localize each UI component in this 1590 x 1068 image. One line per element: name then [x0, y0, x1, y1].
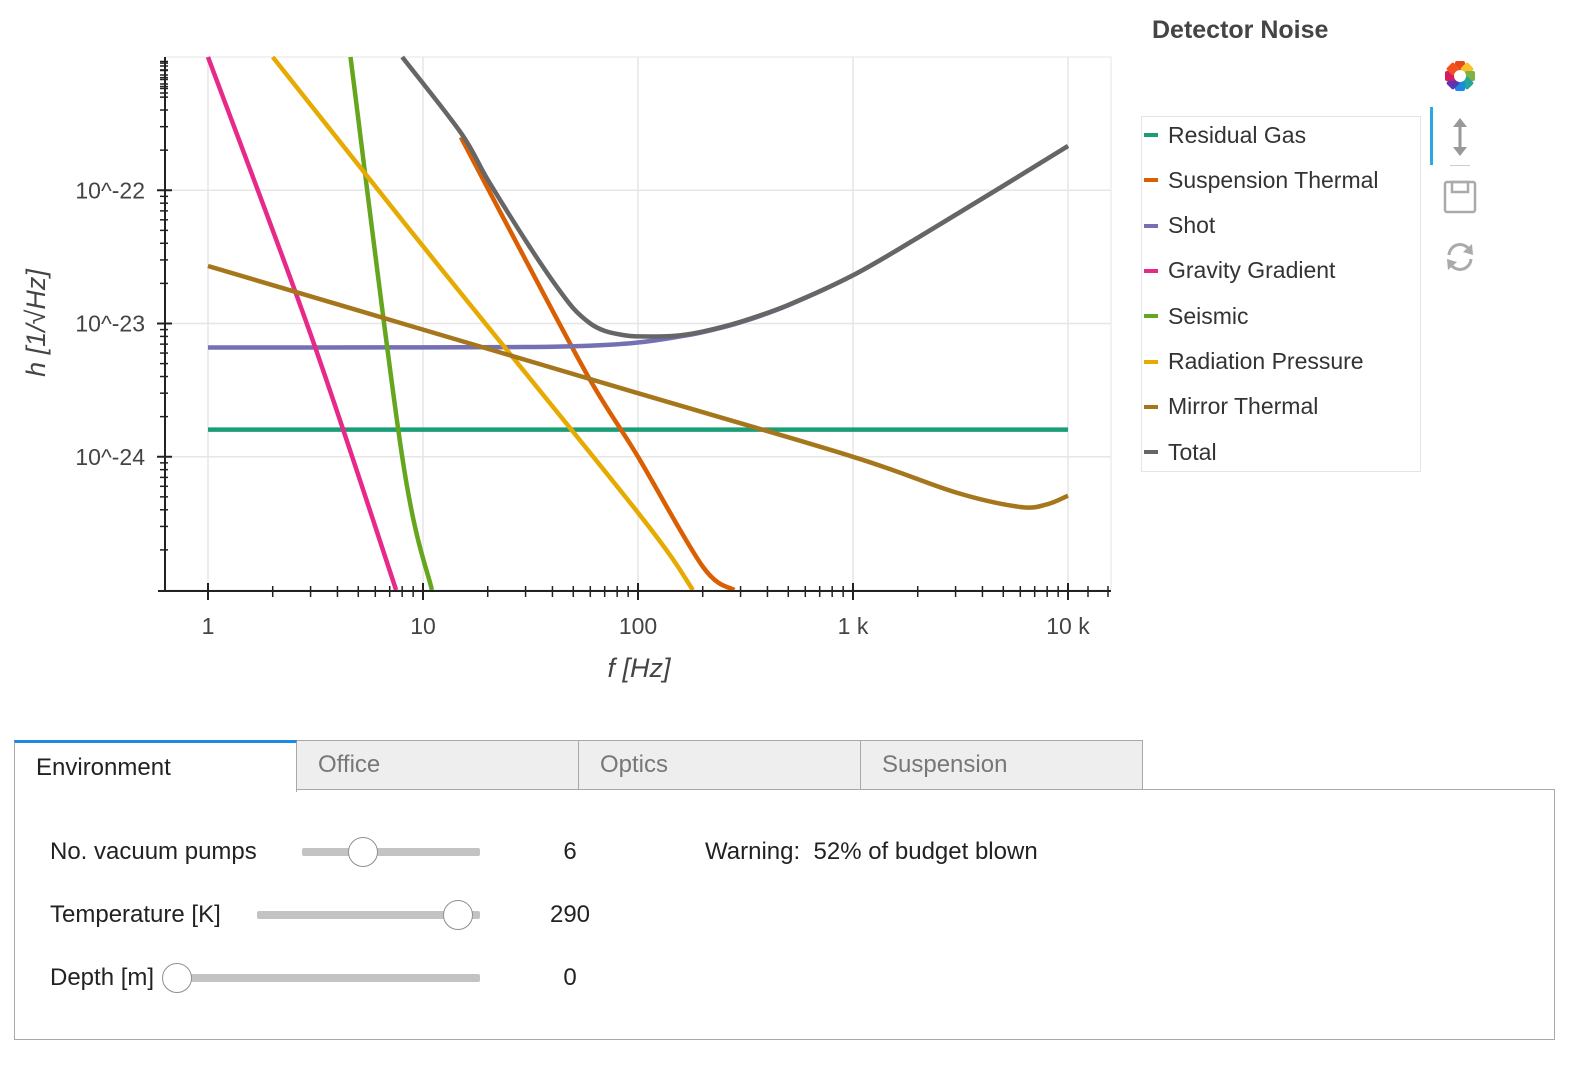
legend-label: Suspension Thermal	[1168, 166, 1379, 193]
y-tick-label: 10^-22	[75, 177, 145, 203]
legend-item[interactable]: Seismic	[1142, 301, 1249, 331]
legend-label: Seismic	[1168, 302, 1249, 329]
plot-axes: 10^-22 10^-23 10^-24 1 10 100 1 k 10 k	[75, 0, 1111, 639]
slider-handle[interactable]	[162, 963, 192, 993]
plot-grid	[164, 56, 1112, 591]
legend-swatch	[1144, 268, 1158, 273]
vacuum-pumps-value: 6	[563, 838, 577, 865]
warning-prefix: Warning:	[705, 838, 801, 865]
legend-item[interactable]: Residual Gas	[1142, 120, 1306, 150]
legend-label: Gravity Gradient	[1168, 257, 1336, 284]
plot-title: Detector Noise	[1152, 16, 1329, 44]
active-tool-indicator	[1430, 107, 1433, 165]
legend-label: Residual Gas	[1168, 121, 1307, 148]
legend-item[interactable]: Shot	[1142, 211, 1215, 241]
series-line-total	[400, 55, 1070, 339]
x-tick-label: 10	[410, 613, 436, 639]
temperature-label: Temperature [K]	[50, 901, 221, 928]
legend-label: Shot	[1168, 212, 1216, 239]
slider-track[interactable]	[257, 911, 480, 919]
tab-optics[interactable]: Optics	[578, 740, 861, 790]
legend-item[interactable]: Total	[1142, 437, 1217, 467]
tab-environment[interactable]: Environment	[14, 740, 297, 792]
series-line-gravity-gradient	[205, 56, 399, 591]
legend-swatch	[1144, 178, 1158, 183]
tab-label: Optics	[600, 751, 669, 778]
series-line-seismic	[348, 56, 435, 591]
tab-office[interactable]: Office	[296, 740, 579, 790]
tab-label: Suspension	[882, 751, 1008, 778]
x-tick-label: 1 k	[838, 613, 869, 639]
tab-label: Office	[318, 751, 381, 778]
legend-label: Total	[1168, 438, 1217, 465]
x-tick-label: 1	[202, 613, 215, 639]
depth-label: Depth [m]	[50, 964, 155, 991]
budget-warning: Warning: 52% of budget blown	[705, 838, 1038, 866]
noise-plot[interactable]: 10^-22 10^-23 10^-24 1 10 100 1 k 10 k f [Hz] h…	[0, 0, 1140, 700]
x-tick-label: 10 k	[1046, 613, 1090, 639]
temperature-value: 290	[549, 901, 591, 928]
legend-swatch	[1144, 450, 1158, 455]
legend-item[interactable]: Mirror Thermal	[1142, 392, 1318, 422]
legend-label: Radiation Pressure	[1168, 348, 1364, 374]
series-line-suspension-thermal	[458, 136, 736, 592]
legend: Residual Gas Suspension Thermal Shot Gravit…	[1141, 116, 1421, 472]
legend-swatch	[1144, 359, 1158, 364]
legend-item[interactable]: Gravity Gradient	[1142, 256, 1335, 286]
plot-top-mask	[165, 0, 1111, 55]
slider-track[interactable]	[177, 974, 480, 982]
legend-swatch	[1144, 133, 1158, 137]
x-axis-label: f [Hz]	[607, 653, 672, 683]
warning-text: 52% of budget blown	[813, 838, 1038, 865]
slider-track[interactable]	[302, 848, 480, 856]
vacuum-pumps-label: No. vacuum pumps	[50, 838, 257, 865]
bokeh-logo-icon[interactable]	[1430, 55, 1490, 97]
legend-swatch	[1144, 314, 1158, 319]
series-lines	[205, 55, 1070, 592]
x-tick-label: 100	[619, 613, 657, 639]
legend-swatch	[1144, 223, 1158, 228]
save-icon[interactable]	[1430, 175, 1490, 219]
legend-swatch	[1144, 404, 1158, 409]
tab-suspension[interactable]: Suspension	[860, 740, 1143, 790]
legend-item[interactable]: Suspension Thermal	[1142, 165, 1379, 195]
reset-icon[interactable]	[1430, 235, 1490, 279]
legend-item[interactable]: Radiation Pressure	[1142, 347, 1364, 377]
slider-handle[interactable]	[347, 837, 378, 867]
vertical-pan-icon[interactable]	[1430, 113, 1490, 161]
y-tick-label: 10^-24	[75, 444, 145, 470]
slider-handle[interactable]	[442, 900, 473, 930]
legend-label: Mirror Thermal	[1168, 393, 1319, 420]
tab-label: Environment	[36, 753, 171, 781]
depth-value: 0	[563, 964, 577, 991]
y-axis-label: h [1/√Hz]	[21, 268, 51, 377]
tab-panel	[14, 789, 1555, 1040]
series-line-mirror-thermal	[207, 263, 1069, 510]
y-tick-label: 10^-23	[75, 311, 145, 337]
series-line-radiation-pressure	[270, 55, 695, 592]
plot-toolbar	[1430, 55, 1490, 295]
toolbar-divider	[1450, 165, 1470, 166]
